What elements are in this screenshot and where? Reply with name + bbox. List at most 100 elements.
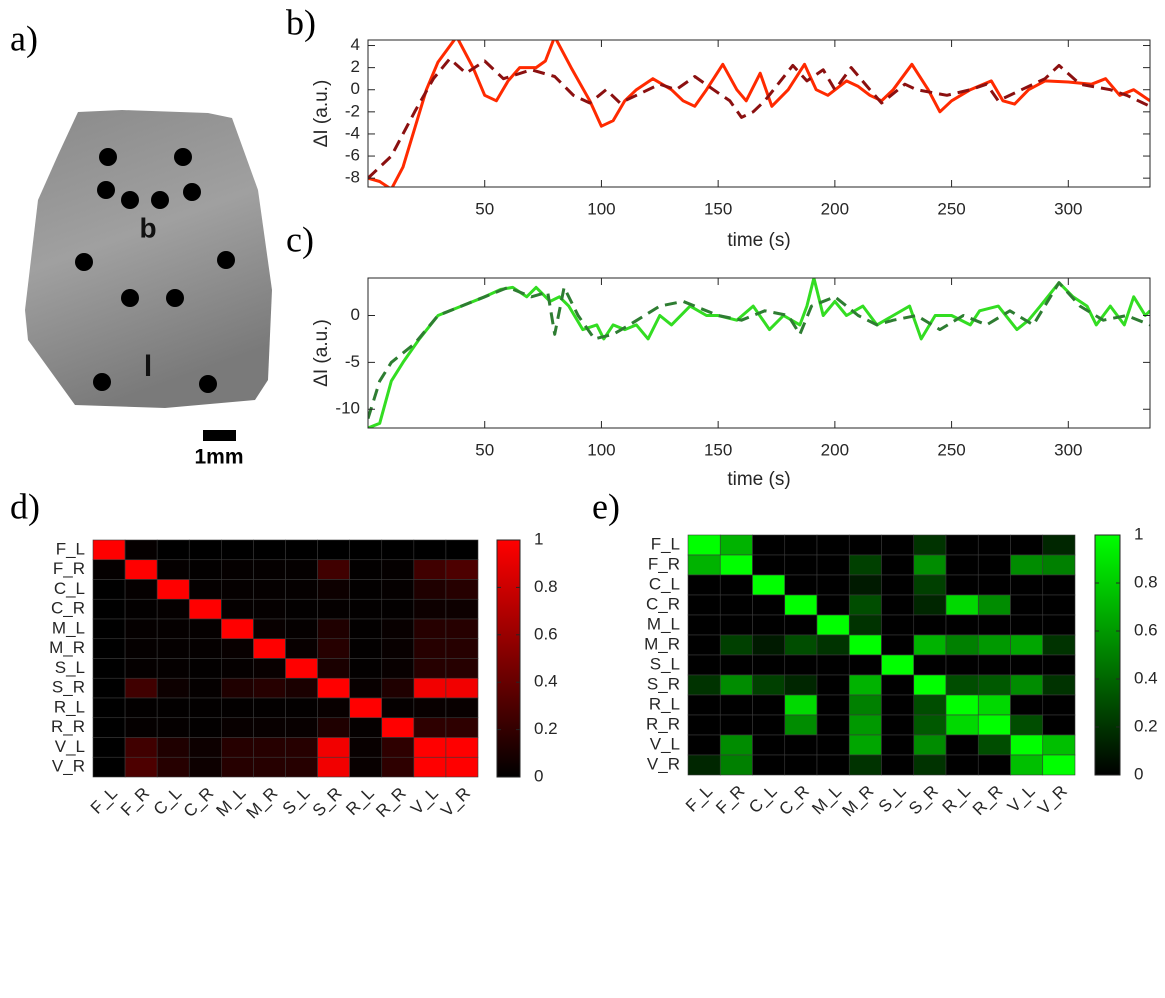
heatmap-cell <box>446 619 478 639</box>
panel-label: a) <box>10 18 38 58</box>
heatmap-cell <box>189 738 221 758</box>
row-label: V_R <box>647 754 680 773</box>
heatmap-cell <box>1011 575 1043 595</box>
heatmap-cell <box>286 659 318 679</box>
heatmap-cell <box>785 595 817 615</box>
row-label: R_R <box>646 714 680 733</box>
heatmap-cell <box>720 735 752 755</box>
heatmap-cell <box>286 540 318 560</box>
column-label: M_R <box>839 782 878 821</box>
y-tick-label: -8 <box>345 168 360 187</box>
heatmap-cell <box>1011 655 1043 675</box>
heatmap-cell <box>318 560 350 580</box>
row-label: S_R <box>647 674 680 693</box>
heatmap-cell <box>785 715 817 735</box>
heatmap-cell <box>817 595 849 615</box>
heatmap-cell <box>978 735 1010 755</box>
row-label: M_R <box>644 634 680 653</box>
heatmap-cell <box>414 580 446 600</box>
heatmap-cell <box>286 678 318 698</box>
row-label: S_L <box>650 654 680 673</box>
heatmap-cell <box>946 555 978 575</box>
heatmap-cell <box>157 757 189 777</box>
colorbar-tick-label: 0.4 <box>1134 668 1158 687</box>
heatmap-cell <box>382 757 414 777</box>
heatmap-cell <box>446 678 478 698</box>
heatmap-cell <box>93 560 125 580</box>
heatmap-cell <box>882 635 914 655</box>
y-tick-label: 0 <box>351 305 360 324</box>
y-tick-label: 4 <box>351 35 360 54</box>
row-label: M_R <box>49 638 85 657</box>
heatmap-cell <box>817 635 849 655</box>
heatmap-cell <box>286 619 318 639</box>
column-label: F_L <box>87 784 121 818</box>
heatmap-cell <box>318 678 350 698</box>
heatmap-cell <box>318 599 350 619</box>
heatmap-cell <box>946 715 978 735</box>
heatmap-cell <box>946 635 978 655</box>
heatmap-cell <box>817 575 849 595</box>
panel-label: d) <box>10 486 40 526</box>
colorbar-tick-label: 0.8 <box>534 577 558 596</box>
heatmap-cell <box>382 619 414 639</box>
column-label: R_L <box>342 784 377 819</box>
heatmap-cell <box>882 535 914 555</box>
heatmap-cell <box>688 615 720 635</box>
heatmap-cell <box>914 715 946 735</box>
heatmap-cell <box>753 555 785 575</box>
heatmap-cell <box>978 635 1010 655</box>
heatmap-cell <box>382 659 414 679</box>
heatmap-cell <box>720 715 752 735</box>
row-label: F_L <box>651 534 680 553</box>
heatmap-cell <box>914 555 946 575</box>
heatmap-cell <box>286 580 318 600</box>
heatmap-cell <box>785 615 817 635</box>
column-label: V_L <box>407 784 442 819</box>
heatmap-cell <box>688 575 720 595</box>
heatmap-cell <box>221 738 253 758</box>
panel-label: b) <box>286 2 316 42</box>
x-tick-label: 50 <box>475 440 494 459</box>
heatmap-cell <box>849 595 881 615</box>
heatmap-cell <box>785 735 817 755</box>
heatmap-cell <box>882 675 914 695</box>
heatmap-cell <box>350 659 382 679</box>
heatmap-cell <box>446 580 478 600</box>
row-label: C_L <box>649 574 680 593</box>
heatmap-cell <box>157 659 189 679</box>
row-label: R_L <box>649 694 680 713</box>
heatmap-cell <box>382 599 414 619</box>
heatmap-cell <box>382 698 414 718</box>
heatmap-cell <box>125 757 157 777</box>
y-tick-label: -4 <box>345 123 360 142</box>
heatmap-cell <box>720 655 752 675</box>
column-label: S_R <box>905 782 942 819</box>
heatmap-cell <box>157 540 189 560</box>
heatmap-cell <box>978 575 1010 595</box>
x-tick-label: 50 <box>475 199 494 218</box>
heatmap-cell <box>753 535 785 555</box>
heatmap-cell <box>688 735 720 755</box>
column-label: M_L <box>213 784 250 821</box>
heatmap-cell <box>414 698 446 718</box>
heatmap-cell <box>688 635 720 655</box>
heatmap-cell <box>882 755 914 775</box>
heatmap-cell <box>882 735 914 755</box>
y-tick-label: -5 <box>345 352 360 371</box>
heatmap-cell <box>189 619 221 639</box>
heatmap-cell <box>914 535 946 555</box>
heatmap-cell <box>946 675 978 695</box>
row-label: C_L <box>54 579 85 598</box>
column-label: F_R <box>117 784 153 820</box>
heatmap-cell <box>286 599 318 619</box>
heatmap-cell <box>414 738 446 758</box>
heatmap-cell <box>785 555 817 575</box>
heatmap-cell <box>849 575 881 595</box>
heatmap-cell <box>882 615 914 635</box>
heatmap-cell <box>978 695 1010 715</box>
heatmap-cell <box>221 757 253 777</box>
heatmap-cell <box>414 757 446 777</box>
x-tick-label: 200 <box>821 440 849 459</box>
heatmap-cell <box>849 755 881 775</box>
